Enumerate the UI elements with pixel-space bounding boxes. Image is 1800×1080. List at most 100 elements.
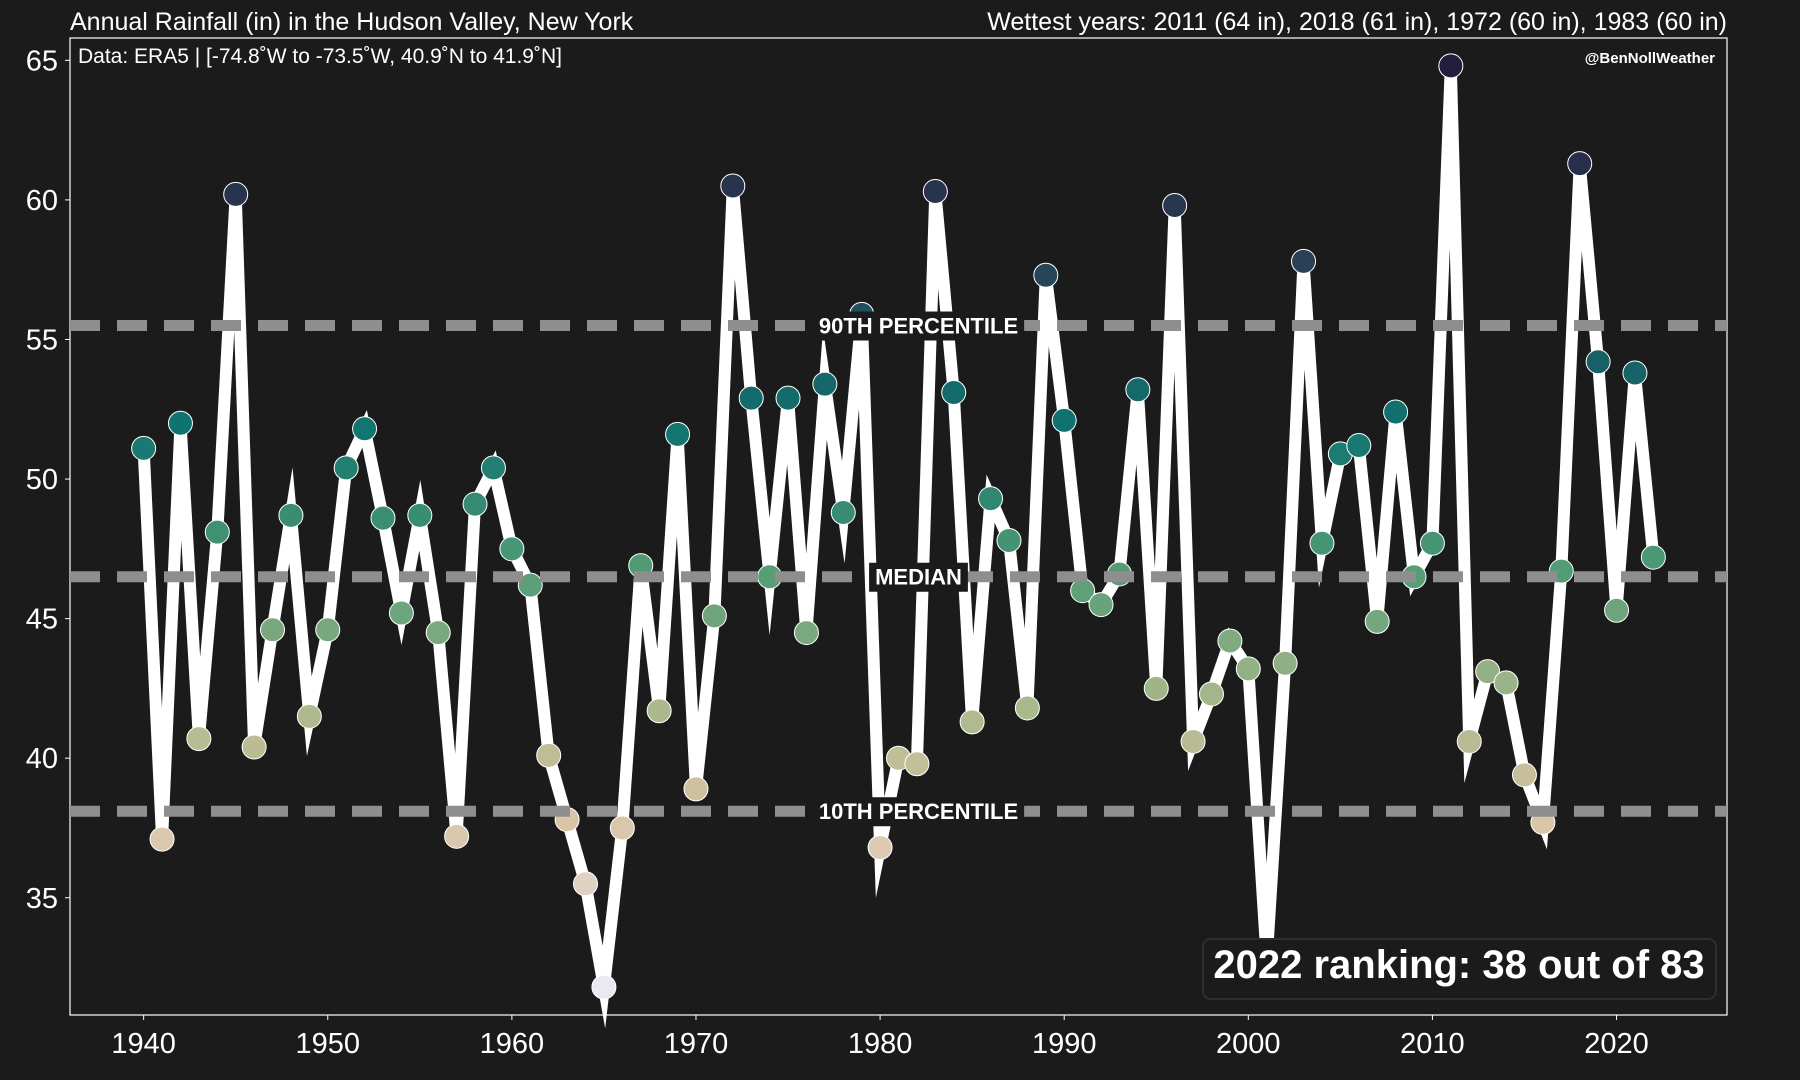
ranking-box: 2022 ranking: 38 out of 83: [1202, 938, 1717, 1000]
data-point: [1567, 151, 1593, 177]
y-tick-label: 65: [26, 45, 58, 77]
data-point: [941, 380, 967, 406]
data-point: [499, 536, 525, 562]
credit-badge: @BenNollWeather: [1575, 46, 1720, 70]
data-point: [573, 871, 599, 897]
data-point: [701, 603, 727, 629]
y-tick-label: 40: [26, 743, 58, 775]
data-point: [1162, 192, 1188, 218]
data-point: [223, 181, 249, 207]
data-point: [1125, 377, 1151, 403]
data-point: [793, 620, 819, 646]
data-point: [665, 421, 691, 447]
data-point: [1622, 360, 1648, 386]
data-point: [646, 698, 672, 724]
data-point: [296, 703, 322, 729]
x-tick-label: 1990: [1032, 1028, 1097, 1060]
data-point: [407, 502, 433, 528]
plot-frame: [69, 37, 1728, 1016]
data-point: [1346, 433, 1372, 459]
reference-line-label: 10TH PERCENTILE: [819, 799, 1018, 824]
x-tick-label: 1980: [848, 1028, 913, 1060]
credit-badge-background: [1575, 46, 1720, 70]
reference-label-background: [869, 562, 968, 592]
data-point: [1033, 262, 1059, 288]
data-point: [812, 371, 838, 397]
y-tick-label: 45: [26, 604, 58, 636]
x-tick-label: 2000: [1216, 1028, 1281, 1060]
data-point: [517, 572, 543, 598]
y-tick-label: 60: [26, 185, 58, 217]
x-tick-label: 1950: [295, 1028, 360, 1060]
data-point: [1014, 695, 1040, 721]
data-point: [370, 505, 396, 531]
reference-line-label: 90TH PERCENTILE: [819, 314, 1018, 339]
data-point: [1511, 762, 1537, 788]
data-point: [186, 726, 212, 752]
data-point: [922, 179, 948, 205]
data-point: [1198, 681, 1224, 707]
data-point: [444, 823, 470, 849]
data-point: [720, 173, 746, 199]
y-tick-label: 55: [26, 324, 58, 356]
data-point: [204, 519, 230, 545]
ranking-box-background: [1202, 938, 1717, 1000]
data-point: [1291, 248, 1317, 274]
data-point: [996, 527, 1022, 553]
ranking-label: 2022 ranking: 38 out of 83: [1213, 943, 1704, 987]
data-point: [315, 617, 341, 643]
data-point: [1475, 659, 1501, 685]
reference-label-background: [812, 311, 1025, 341]
data-point: [241, 734, 267, 760]
data-point: [591, 974, 617, 1000]
data-point: [480, 455, 506, 481]
x-tick-label: 1970: [664, 1028, 729, 1060]
data-point: [388, 600, 414, 626]
plot-area: 1940 1950 1960 1970 1980 1990 2000 2010 2020 35 40…: [26, 37, 1728, 1060]
data-point: [149, 826, 175, 852]
data-point: [867, 835, 893, 861]
data-point: [1493, 670, 1519, 696]
data-point: [260, 617, 286, 643]
data-point: [1419, 530, 1445, 556]
reference-label-background: [812, 797, 1025, 827]
data-point: [904, 751, 930, 777]
data-point: [1272, 650, 1298, 676]
data-point: [1309, 530, 1335, 556]
data-point: [352, 416, 378, 442]
data-point: [167, 410, 193, 436]
data-point: [775, 385, 801, 411]
data-point: [536, 742, 562, 768]
data-point: [978, 486, 1004, 512]
data-point: [1438, 53, 1464, 79]
x-tick-label: 1940: [111, 1028, 176, 1060]
data-point: [462, 491, 488, 517]
reference-lines: 90TH PERCENTILE MEDIAN 10TH PERCENTILE: [70, 311, 1727, 827]
data-point: [1640, 544, 1666, 570]
data-source-note: Data: ERA5 | [-74.8˚W to -73.5˚W, 40.9˚N…: [78, 45, 562, 68]
x-tick-label: 2020: [1584, 1028, 1649, 1060]
data-point: [1456, 728, 1482, 754]
reference-line-label: MEDIAN: [875, 565, 962, 590]
y-tick-label: 50: [26, 464, 58, 496]
y-tick-label: 35: [26, 883, 58, 915]
data-point: [131, 435, 157, 461]
data-point: [738, 385, 764, 411]
data-point: [1604, 597, 1630, 623]
data-point: [1051, 407, 1077, 433]
data-point: [1088, 592, 1114, 618]
data-point: [830, 500, 856, 526]
axes: 1940 1950 1960 1970 1980 1990 2000 2010 2020 35 40…: [26, 45, 1649, 1060]
data-point: [1180, 728, 1206, 754]
data-point: [1217, 628, 1243, 654]
data-point: [1235, 656, 1261, 682]
data-point: [1364, 608, 1390, 634]
data-point: [278, 502, 304, 528]
chart-title: Annual Rainfall (in) in the Hudson Valle…: [70, 8, 634, 36]
data-point: [333, 455, 359, 481]
x-tick-label: 2010: [1400, 1028, 1465, 1060]
data-point: [425, 620, 451, 646]
data-point: [609, 815, 635, 841]
